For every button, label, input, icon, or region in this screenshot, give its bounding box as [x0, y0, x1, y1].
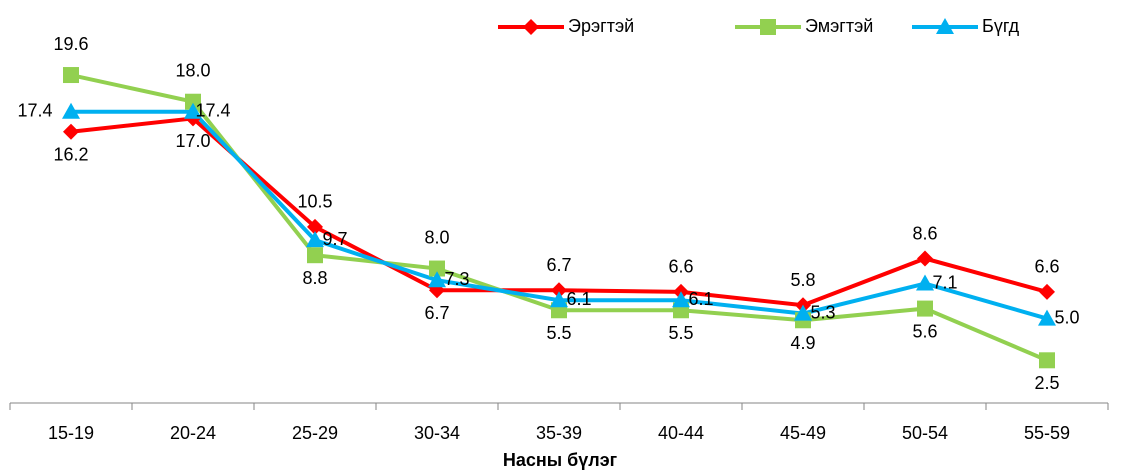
x-tick-label: 50-54 [902, 423, 948, 443]
marker [936, 18, 954, 34]
x-tick-label: 35-39 [536, 423, 582, 443]
data-label: 8.6 [912, 223, 937, 243]
data-label: 9.7 [322, 229, 347, 249]
data-label: 2.5 [1034, 373, 1059, 393]
data-label: 19.6 [53, 34, 88, 54]
marker [794, 304, 812, 321]
marker [62, 102, 80, 119]
data-label: 8.0 [424, 227, 449, 247]
data-label: 5.0 [1054, 307, 1079, 327]
marker [672, 291, 690, 308]
data-label: 5.6 [912, 321, 937, 341]
marker [306, 231, 324, 248]
data-label: 6.7 [546, 255, 571, 275]
x-tick-label: 20-24 [170, 423, 216, 443]
marker [63, 123, 79, 140]
marker [429, 260, 445, 277]
data-label: 17.0 [175, 131, 210, 151]
data-label: 10.5 [297, 192, 332, 212]
data-label: 6.1 [566, 289, 591, 309]
x-axis-title: Насны бүлэг [503, 450, 618, 470]
data-label: 6.7 [424, 303, 449, 323]
marker [917, 300, 933, 317]
data-label: 17.4 [17, 100, 52, 120]
data-label: 6.6 [668, 257, 693, 277]
data-label: 6.1 [688, 289, 713, 309]
marker [916, 274, 934, 291]
data-label: 5.8 [790, 270, 815, 290]
data-label: 7.1 [932, 272, 957, 292]
data-label: 18.0 [175, 60, 210, 80]
x-tick-label: 15-19 [48, 423, 94, 443]
marker [523, 19, 539, 35]
marker [428, 271, 446, 288]
data-label: 5.5 [668, 323, 693, 343]
series-line [70, 116, 1048, 308]
data-label: 17.4 [195, 100, 230, 120]
marker [550, 291, 568, 308]
marker [1039, 352, 1055, 369]
marker [1039, 283, 1055, 300]
x-tick-label: 40-44 [658, 423, 704, 443]
data-label: 8.8 [302, 268, 327, 288]
marker [307, 247, 323, 264]
legend-label: Бүгд [982, 16, 1020, 36]
marker [184, 102, 202, 119]
data-label: 4.9 [790, 333, 815, 353]
marker [63, 67, 79, 84]
data-label: 5.3 [810, 302, 835, 322]
x-tick-label: 30-34 [414, 423, 460, 443]
data-label: 7.3 [444, 269, 469, 289]
marker [185, 93, 201, 110]
marker [307, 218, 323, 235]
x-tick-label: 45-49 [780, 423, 826, 443]
x-tick-label: 25-29 [292, 423, 338, 443]
marker [551, 282, 567, 299]
x-tick-label: 55-59 [1024, 423, 1070, 443]
data-label: 6.6 [1034, 257, 1059, 277]
data-label: 16.2 [53, 145, 88, 165]
legend-label: Эмэгтэй [805, 16, 873, 36]
data-label: 5.5 [546, 323, 571, 343]
marker [760, 19, 776, 35]
marker [917, 250, 933, 267]
marker [1038, 309, 1056, 326]
legend-label: Эрэгтэй [568, 16, 634, 36]
